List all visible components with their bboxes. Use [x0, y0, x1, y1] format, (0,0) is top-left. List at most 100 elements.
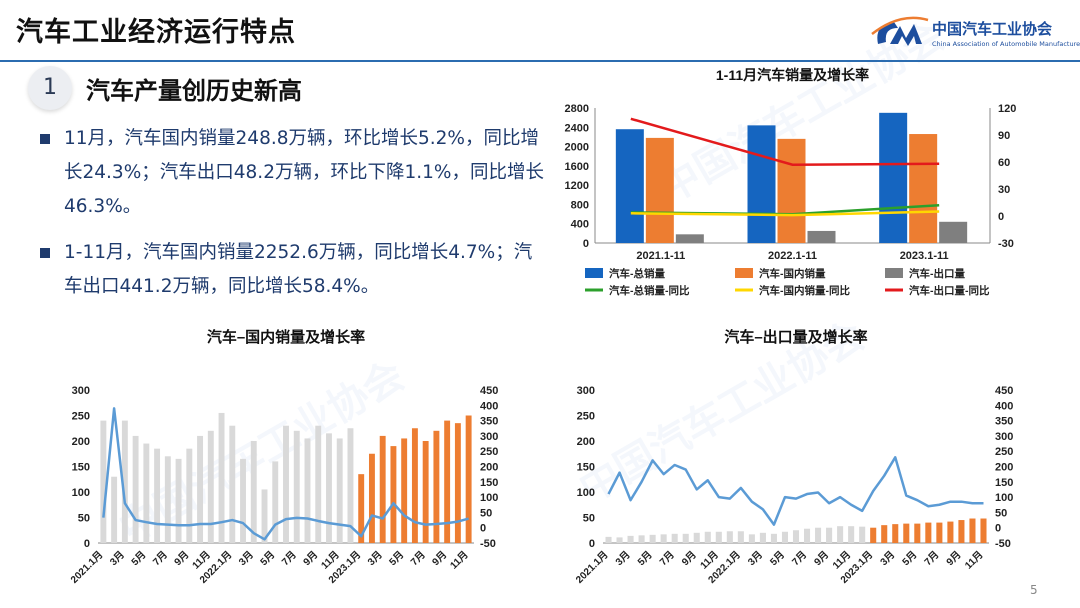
bar — [704, 531, 711, 543]
y-tick-label: 300 — [72, 385, 90, 397]
bar — [909, 134, 938, 243]
x-tick-label: 7月 — [922, 549, 941, 568]
bar — [229, 425, 236, 543]
bar — [111, 476, 118, 543]
y2-tick-label: 300 — [995, 431, 1013, 443]
bar — [803, 528, 811, 543]
x-tick-label: 2023.1-11 — [900, 250, 949, 262]
y2-tick-label: -30 — [998, 238, 1014, 250]
bar — [682, 533, 689, 543]
x-tick-label: 7月 — [790, 549, 809, 568]
y-tick-label: 200 — [72, 436, 90, 448]
bar — [605, 536, 612, 543]
y-tick-label: 100 — [577, 487, 595, 499]
bullet-item: 1-11月，汽车国内销量2252.6万辆，同比增长4.7%；汽车出口441.2万… — [40, 236, 540, 306]
x-tick-label: 5月 — [900, 549, 919, 568]
bar — [958, 520, 965, 543]
x-tick-label: 3月 — [746, 549, 765, 568]
legend-swatch — [585, 268, 603, 278]
bar — [737, 531, 744, 543]
y-tick-label: 50 — [583, 513, 595, 525]
bar — [293, 430, 300, 543]
x-tick-label: 2022.1-11 — [768, 250, 817, 262]
bar — [121, 420, 128, 543]
bar — [848, 526, 855, 543]
bar — [272, 461, 279, 543]
y2-tick-label: 100 — [995, 492, 1013, 504]
bar — [627, 535, 634, 543]
bar — [368, 453, 375, 543]
y-tick-label: 250 — [577, 411, 595, 423]
y2-tick-label: 50 — [995, 507, 1007, 519]
chart-title: 汽车–国内销量及增长率 — [207, 328, 365, 346]
bar — [616, 537, 623, 543]
y-tick-label: 0 — [589, 538, 595, 550]
bullet-item: 11月，汽车国内销量248.8万辆，环比增长5.2%，同比增长24.3%；汽车出… — [40, 122, 544, 228]
bar — [283, 425, 289, 543]
x-tick-label: 9月 — [172, 549, 191, 568]
bar — [936, 522, 943, 543]
x-tick-label: 3月 — [236, 549, 255, 568]
y2-tick-label: 150 — [480, 477, 498, 489]
y2-tick-label: 350 — [480, 416, 498, 428]
bar — [879, 112, 908, 243]
y2-tick-label: 50 — [480, 507, 492, 519]
legend-label: 汽车-总销量-同比 — [609, 284, 690, 297]
bar — [240, 458, 246, 543]
chart-annual-sales: 1-11月汽车销量及增长率040080012001600200024002800… — [565, 67, 1017, 297]
bar — [390, 446, 397, 543]
logo-text-cn: 中国汽车工业协会 — [932, 20, 1053, 38]
caam-logo-icon — [871, 16, 929, 46]
bar — [837, 526, 844, 543]
growth-line — [607, 456, 984, 526]
y2-tick-label: 250 — [480, 446, 498, 458]
bar — [411, 428, 418, 543]
bar — [433, 430, 440, 543]
section-title: 汽车产量创历史新高 — [86, 77, 302, 105]
bar — [645, 137, 674, 243]
y-tick-label: 400 — [571, 219, 589, 231]
bar — [132, 435, 139, 543]
y-tick-label: 150 — [72, 462, 90, 474]
y2-tick-label: 250 — [995, 446, 1013, 458]
legend-swatch — [885, 268, 903, 278]
y-tick-label: 800 — [571, 199, 589, 211]
bar — [164, 456, 171, 543]
bar — [675, 234, 704, 243]
bar — [444, 420, 451, 543]
y2-tick-label: 350 — [995, 416, 1013, 428]
legend-label: 汽车-国内销量 — [759, 267, 826, 280]
bar — [770, 533, 777, 543]
x-tick-label: 3月 — [878, 549, 897, 568]
bar — [175, 458, 182, 543]
bar — [326, 433, 332, 543]
bar — [379, 435, 386, 543]
bar — [792, 530, 800, 543]
y2-tick-label: 400 — [480, 400, 498, 412]
y-tick-label: 250 — [72, 411, 90, 423]
y2-tick-label: 300 — [480, 431, 498, 443]
bar — [207, 430, 214, 543]
y-tick-label: 1600 — [565, 161, 589, 173]
legend-label: 汽车-出口量 — [909, 267, 965, 280]
bar — [143, 443, 150, 543]
legend-label: 汽车-国内销量-同比 — [759, 284, 850, 297]
bullet-square-icon — [40, 248, 50, 258]
x-tick-label: 3月 — [613, 549, 632, 568]
y2-tick-label: 100 — [480, 492, 498, 504]
x-tick-label: 9月 — [944, 549, 963, 568]
x-tick-label: 9月 — [679, 549, 698, 568]
bar — [781, 531, 789, 543]
bar — [881, 525, 888, 543]
section-number-badge: 1 — [28, 66, 72, 110]
y2-tick-label: 60 — [998, 157, 1010, 169]
bar — [218, 412, 225, 543]
bar — [859, 526, 866, 543]
x-tick-label: 11月 — [448, 549, 471, 572]
y-tick-label: 0 — [583, 238, 589, 250]
y2-tick-label: 0 — [998, 211, 1004, 223]
y-tick-label: 0 — [84, 538, 90, 550]
legend-label: 汽车-总销量 — [609, 267, 665, 280]
bar — [777, 138, 806, 243]
